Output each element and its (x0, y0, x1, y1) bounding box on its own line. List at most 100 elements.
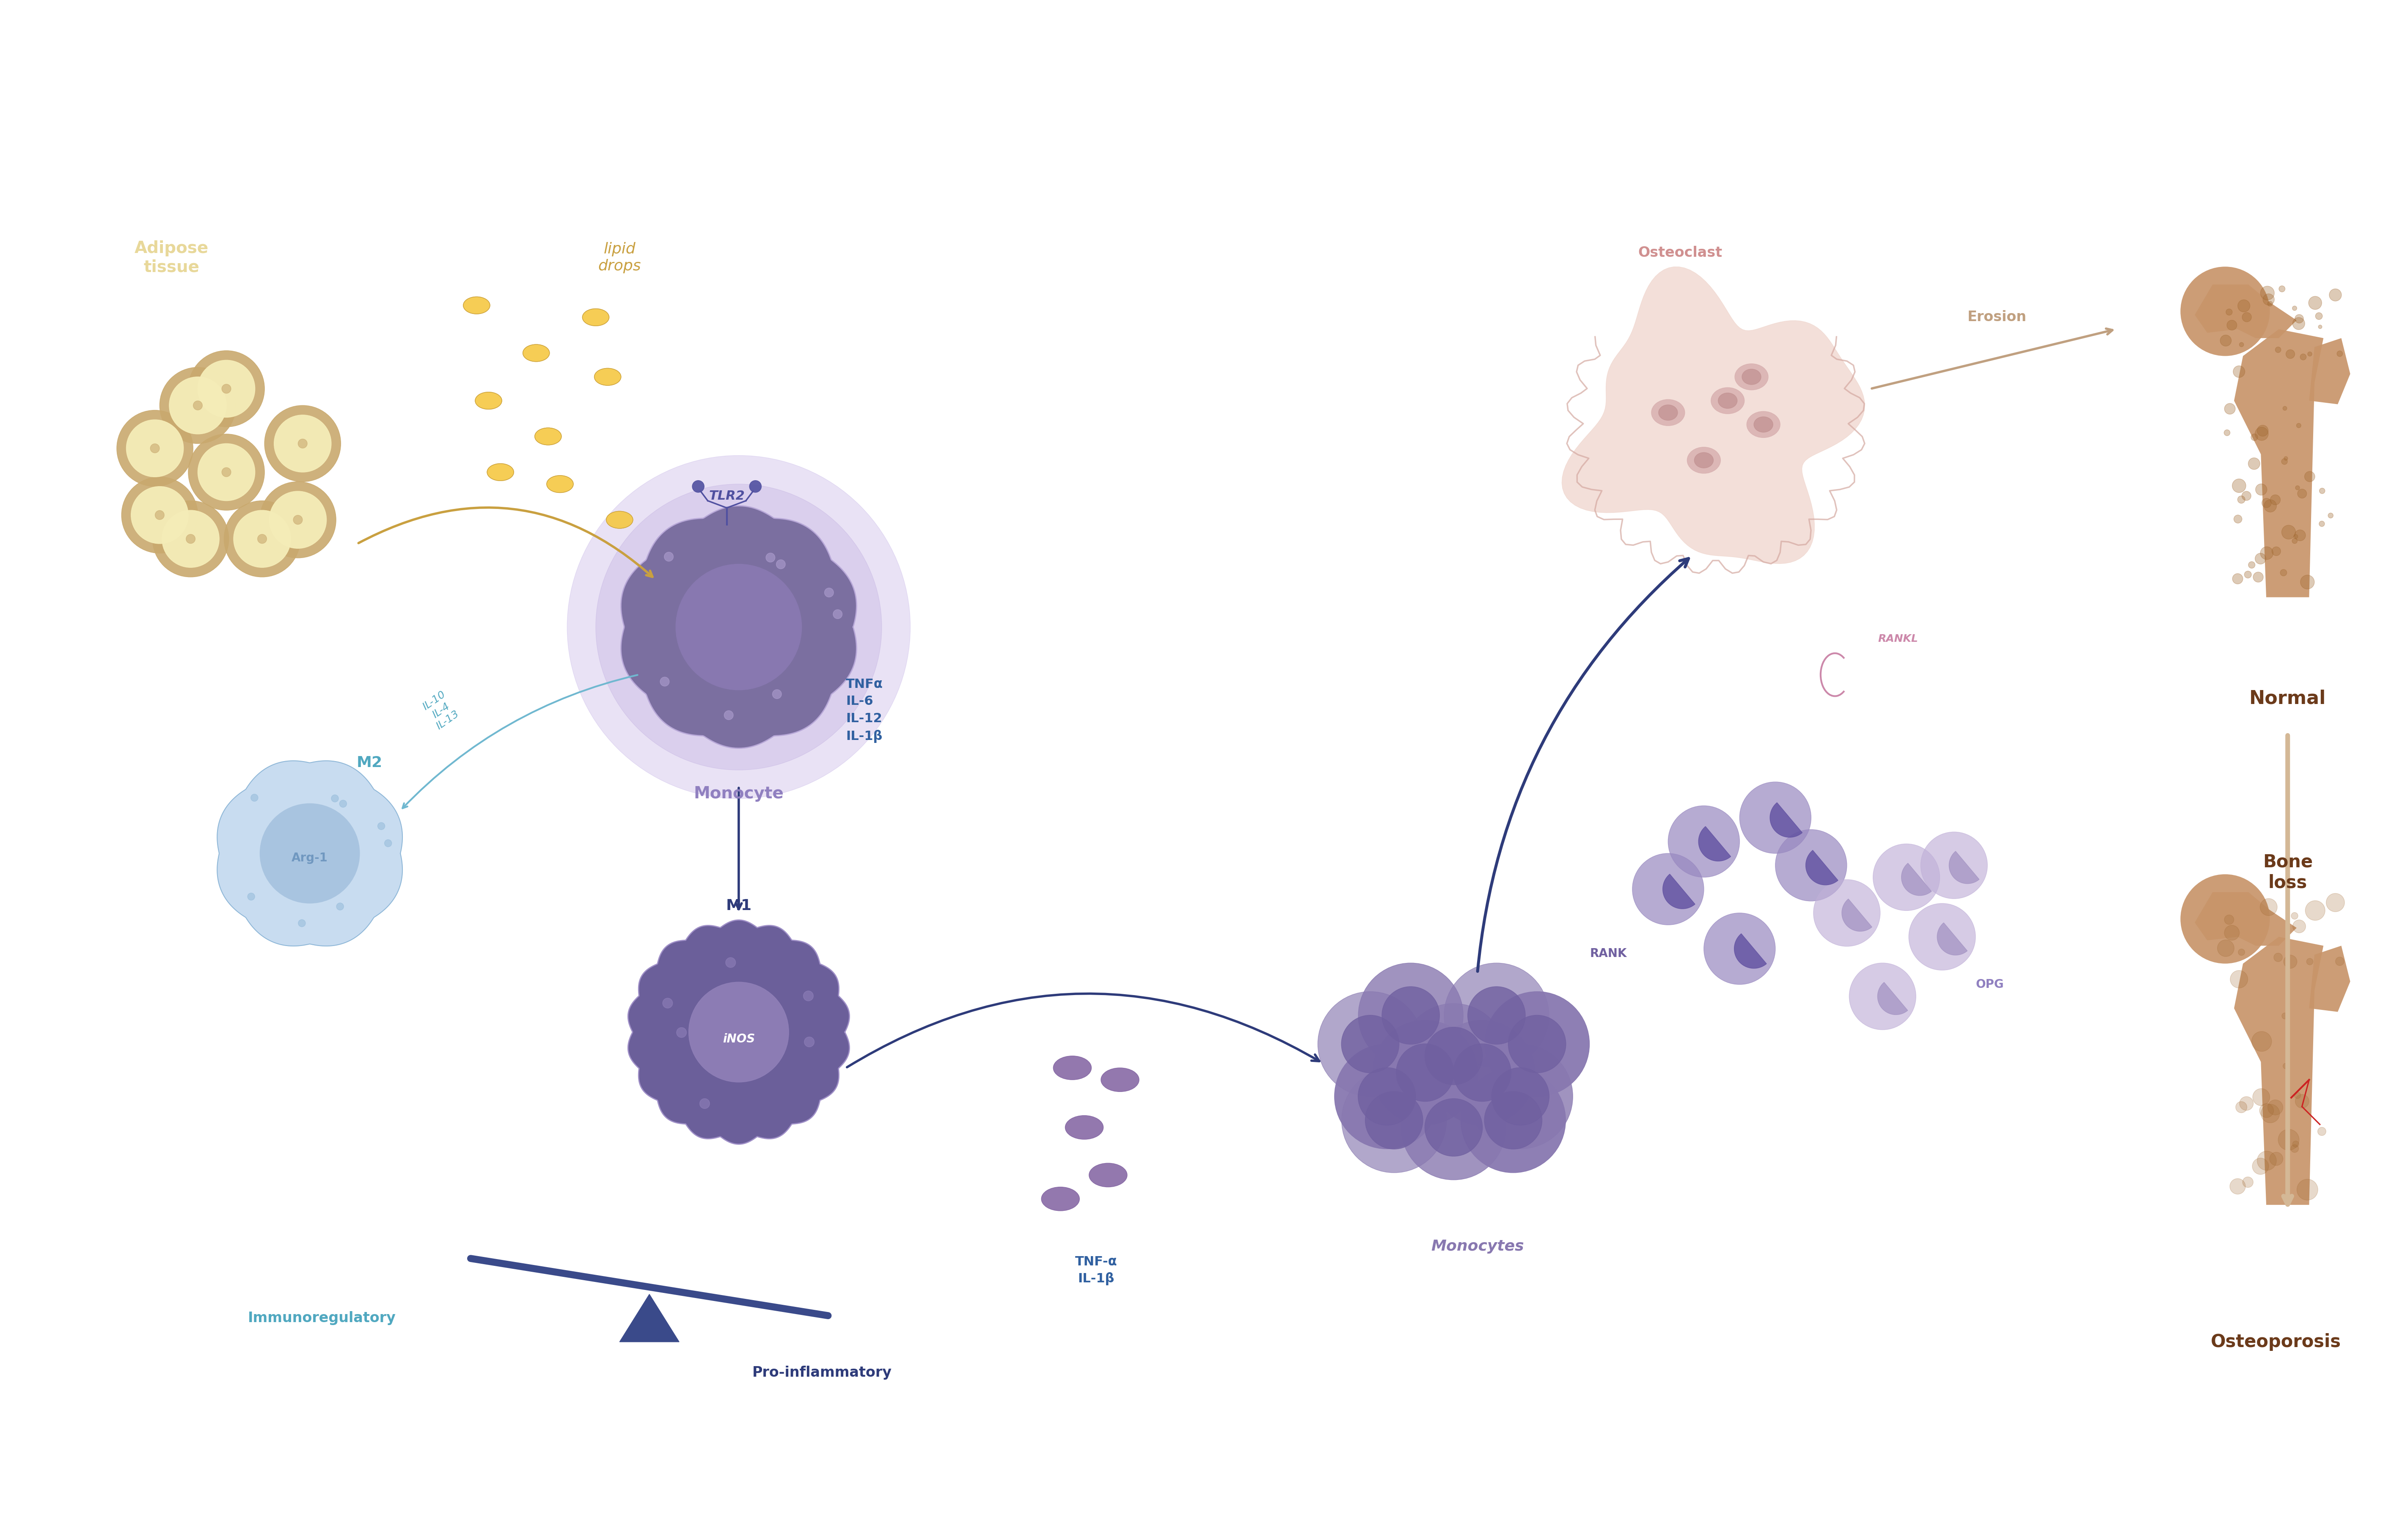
Circle shape (260, 482, 336, 557)
Text: Monocyte: Monocyte (693, 785, 784, 802)
Circle shape (2290, 1144, 2300, 1152)
Circle shape (1485, 992, 1589, 1096)
Circle shape (2292, 539, 2297, 544)
Circle shape (2235, 1101, 2247, 1113)
Circle shape (2285, 350, 2295, 359)
Text: Arg-1: Arg-1 (291, 852, 329, 864)
Circle shape (1668, 805, 1740, 878)
Circle shape (777, 559, 786, 568)
Polygon shape (2309, 339, 2350, 403)
Circle shape (298, 439, 307, 448)
Circle shape (1461, 1067, 1566, 1172)
Circle shape (384, 839, 391, 847)
Circle shape (2283, 456, 2288, 460)
Circle shape (1401, 1004, 1506, 1109)
Circle shape (834, 610, 841, 619)
Circle shape (162, 510, 219, 567)
Text: OPG: OPG (1976, 978, 2004, 990)
Circle shape (1909, 904, 1976, 970)
Circle shape (2257, 1150, 2276, 1170)
Text: TLR2: TLR2 (708, 490, 746, 502)
Circle shape (2292, 534, 2297, 539)
Circle shape (1632, 853, 1704, 926)
Circle shape (265, 405, 341, 482)
Text: iNOS: iNOS (722, 1033, 755, 1046)
Text: Adipose
tissue: Adipose tissue (133, 240, 210, 276)
Polygon shape (629, 919, 848, 1144)
Circle shape (2281, 459, 2288, 465)
Circle shape (193, 400, 203, 410)
Circle shape (2319, 325, 2321, 328)
Circle shape (567, 456, 910, 799)
Circle shape (1775, 830, 1847, 901)
Polygon shape (622, 505, 855, 748)
Circle shape (662, 998, 672, 1009)
Circle shape (2219, 939, 2235, 956)
Circle shape (122, 477, 198, 553)
Polygon shape (2195, 892, 2297, 946)
Circle shape (2238, 949, 2245, 955)
Ellipse shape (1053, 1056, 1091, 1080)
Text: M1: M1 (727, 899, 751, 913)
Text: Erosion: Erosion (1968, 310, 2026, 325)
Circle shape (2250, 562, 2254, 568)
Circle shape (150, 444, 160, 453)
Circle shape (660, 678, 670, 687)
Circle shape (2271, 547, 2281, 556)
Circle shape (2254, 571, 2264, 582)
Circle shape (2252, 1158, 2269, 1175)
Circle shape (2295, 530, 2307, 541)
Circle shape (186, 534, 195, 544)
Ellipse shape (534, 428, 562, 445)
Circle shape (693, 480, 705, 493)
Circle shape (2269, 1100, 2283, 1115)
Wedge shape (1878, 983, 1909, 1015)
Circle shape (2233, 479, 2245, 493)
Polygon shape (217, 761, 403, 946)
Circle shape (2297, 1180, 2319, 1200)
Polygon shape (1561, 266, 1866, 564)
Circle shape (2238, 496, 2245, 504)
Circle shape (338, 801, 346, 807)
Ellipse shape (1659, 405, 1678, 420)
Circle shape (2230, 1178, 2245, 1194)
Text: TNFα
IL-6
IL-12
IL-1β: TNFα IL-6 IL-12 IL-1β (846, 678, 884, 742)
Circle shape (2252, 434, 2257, 440)
Circle shape (1382, 987, 1439, 1044)
Circle shape (1373, 1019, 1477, 1126)
Circle shape (825, 588, 834, 598)
Wedge shape (1771, 802, 1802, 838)
Circle shape (2271, 494, 2281, 505)
Circle shape (2319, 1127, 2326, 1135)
Circle shape (1921, 832, 1987, 899)
Circle shape (2261, 547, 2273, 559)
Ellipse shape (1101, 1067, 1139, 1092)
Circle shape (2295, 1092, 2300, 1098)
Circle shape (2283, 1063, 2288, 1069)
Ellipse shape (486, 464, 515, 480)
Circle shape (2180, 266, 2271, 356)
Ellipse shape (1718, 393, 1737, 408)
Circle shape (2261, 286, 2273, 300)
Circle shape (1704, 913, 1775, 984)
Circle shape (2283, 1013, 2288, 1019)
Circle shape (2238, 300, 2250, 313)
Circle shape (169, 377, 226, 434)
Circle shape (2223, 403, 2235, 414)
Circle shape (2283, 955, 2297, 969)
Circle shape (2278, 1129, 2300, 1150)
Circle shape (1401, 1075, 1506, 1180)
Circle shape (2242, 491, 2252, 500)
Circle shape (596, 484, 882, 770)
Circle shape (1318, 992, 1423, 1096)
Wedge shape (1902, 862, 1933, 896)
Circle shape (188, 434, 265, 510)
Circle shape (2316, 313, 2323, 320)
Wedge shape (1806, 850, 1837, 886)
Circle shape (2273, 953, 2283, 961)
Circle shape (2261, 499, 2271, 508)
Circle shape (1365, 1092, 1423, 1149)
Circle shape (2338, 351, 2342, 357)
Circle shape (260, 804, 360, 902)
Circle shape (2226, 320, 2238, 330)
